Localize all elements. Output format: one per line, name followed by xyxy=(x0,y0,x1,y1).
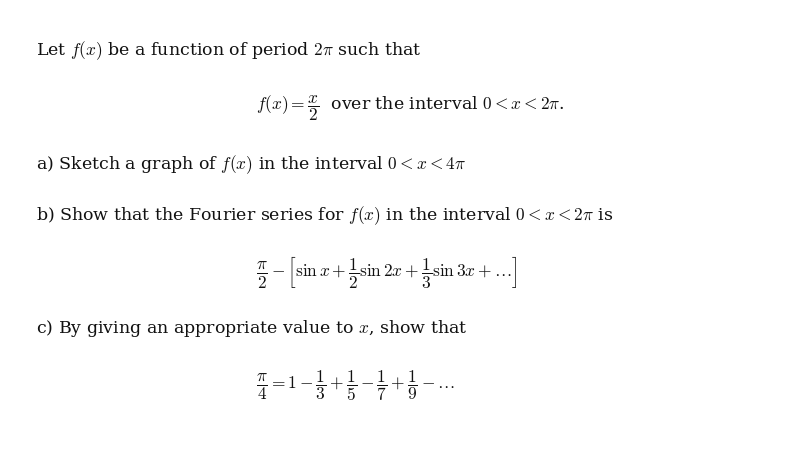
Text: $f(x) = \dfrac{x}{2}$  over the interval $0 < x < 2\pi$.: $f(x) = \dfrac{x}{2}$ over the interval … xyxy=(256,94,565,123)
Text: c) By giving an appropriate value to $x$, show that: c) By giving an appropriate value to $x$… xyxy=(36,318,467,339)
Text: a) Sketch a graph of $f(x)$ in the interval $0 < x < 4\pi$: a) Sketch a graph of $f(x)$ in the inter… xyxy=(36,153,466,176)
Text: b) Show that the Fourier series for $f(x)$ in the interval $0 < x < 2\pi$ is: b) Show that the Fourier series for $f(x… xyxy=(36,204,614,227)
Text: $\dfrac{\pi}{4} = 1 - \dfrac{1}{3} + \dfrac{1}{5} - \dfrac{1}{7} + \dfrac{1}{9} : $\dfrac{\pi}{4} = 1 - \dfrac{1}{3} + \df… xyxy=(256,369,455,403)
Text: Let $f(x)$ be a function of period $2\pi$ such that: Let $f(x)$ be a function of period $2\pi… xyxy=(36,39,422,62)
Text: $\dfrac{\pi}{2} - \left[\sin x + \dfrac{1}{2}\sin 2x + \dfrac{1}{3}\sin 3x + \ld: $\dfrac{\pi}{2} - \left[\sin x + \dfrac{… xyxy=(256,254,518,290)
